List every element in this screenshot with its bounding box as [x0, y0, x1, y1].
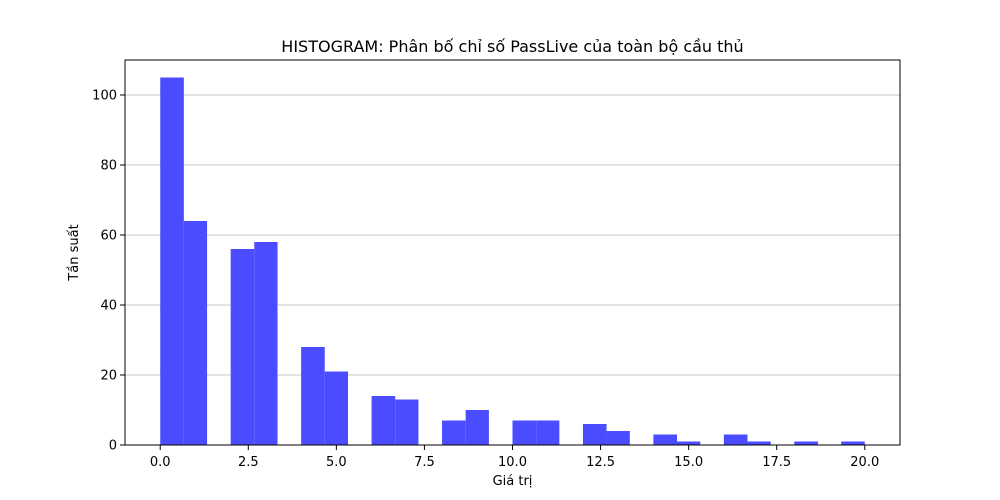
histogram-bar: [653, 434, 678, 445]
x-axis-ticks: 0.0 2.5 5.0 7.5 10.0 12.5 15.0 17.5 20.0: [150, 445, 879, 470]
y-tick-label: 0: [109, 439, 117, 454]
x-axis-label: Giá trị: [493, 474, 533, 489]
x-tick-label: 2.5: [238, 455, 259, 470]
x-tick-label: 17.5: [762, 455, 791, 470]
x-tick-label: 20.0: [850, 455, 879, 470]
chart-title: HISTOGRAM: Phân bố chỉ số PassLive của t…: [281, 37, 743, 56]
histogram-bar: [512, 420, 537, 445]
y-tick-label: 80: [100, 159, 117, 174]
histogram-bar: [230, 249, 255, 445]
y-tick-label: 100: [92, 89, 117, 104]
y-axis-ticks: 0 20 40 60 80 100: [92, 89, 125, 454]
y-tick-label: 20: [100, 369, 117, 384]
histogram-bar: [395, 399, 419, 445]
x-tick-label: 0.0: [150, 455, 171, 470]
x-tick-label: 12.5: [586, 455, 615, 470]
histogram-bar: [747, 441, 771, 445]
histogram-bar: [794, 441, 818, 445]
histogram-bar: [536, 420, 560, 445]
histogram-bar: [723, 434, 748, 445]
y-tick-label: 40: [100, 299, 117, 314]
histogram-bar: [183, 221, 208, 445]
x-tick-label: 5.0: [326, 455, 347, 470]
histogram-bar: [677, 441, 701, 445]
histogram-bar: [582, 424, 607, 445]
x-tick-label: 15.0: [674, 455, 703, 470]
histogram-bar: [254, 242, 278, 445]
histogram-bar: [442, 420, 466, 445]
histogram-bar: [301, 347, 325, 445]
x-tick-label: 7.5: [414, 455, 435, 470]
histogram-bar: [606, 431, 630, 445]
histogram-bar: [324, 371, 348, 445]
histogram-bars: [160, 77, 865, 445]
histogram-bar: [160, 77, 184, 445]
x-tick-label: 10.0: [498, 455, 527, 470]
y-axis-label: Tần suất: [67, 224, 82, 281]
histogram-bar: [465, 410, 489, 445]
y-tick-label: 60: [100, 229, 117, 244]
histogram-bar: [841, 441, 865, 445]
histogram-bar: [371, 396, 396, 445]
